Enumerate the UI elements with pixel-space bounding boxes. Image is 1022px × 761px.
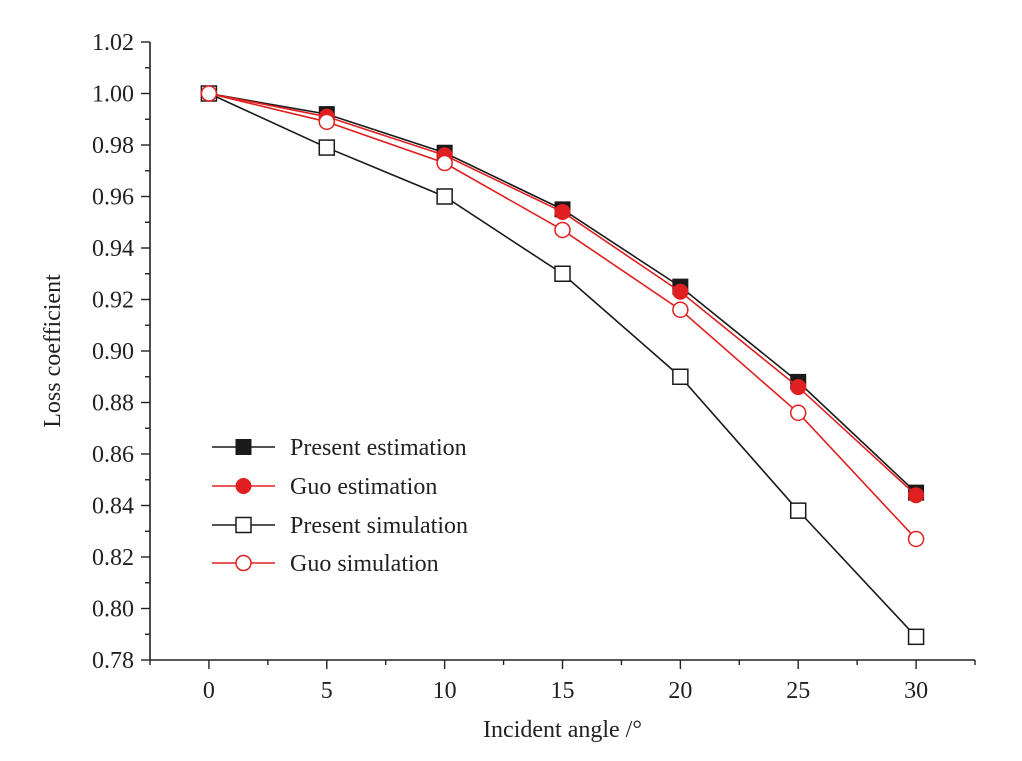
y-tick-label: 0.78 bbox=[92, 648, 134, 674]
y-tick-label: 1.02 bbox=[92, 30, 134, 56]
data-point bbox=[318, 139, 336, 156]
legend-marker bbox=[235, 516, 252, 534]
legend: Present estimation Guo estimation Present … bbox=[212, 435, 468, 577]
legend-item: Present estimation bbox=[212, 435, 467, 461]
legend-marker bbox=[235, 554, 252, 572]
legend-label: Present estimation bbox=[290, 435, 467, 461]
y-tick-label: 0.84 bbox=[92, 494, 134, 520]
x-tick-label: 25 bbox=[786, 678, 810, 704]
y-tick-label: 0.98 bbox=[92, 133, 134, 159]
data-point bbox=[436, 154, 453, 172]
legend-label: Guo simulation bbox=[290, 551, 439, 577]
series-layer bbox=[200, 85, 925, 646]
data-point bbox=[672, 368, 689, 385]
x-tick-label: 0 bbox=[203, 678, 215, 704]
legend-label: Present simulation bbox=[290, 513, 468, 539]
data-point bbox=[318, 113, 336, 131]
x-tick-label: 5 bbox=[321, 678, 333, 704]
data-point bbox=[907, 530, 925, 548]
data-point bbox=[908, 487, 925, 504]
series-line bbox=[208, 92, 917, 494]
y-axis-title: Loss coefficient bbox=[40, 274, 66, 428]
y-tick-label: 0.88 bbox=[92, 391, 134, 417]
series-line bbox=[208, 92, 917, 540]
x-tick-label: 30 bbox=[904, 678, 928, 704]
data-point bbox=[436, 188, 453, 205]
series-3 bbox=[200, 85, 925, 548]
data-point bbox=[672, 301, 689, 319]
data-point bbox=[672, 283, 689, 300]
x-tick-label: 20 bbox=[668, 678, 692, 704]
data-point bbox=[789, 502, 807, 519]
y-tick-label: 0.80 bbox=[92, 597, 134, 623]
x-tick-label: 10 bbox=[433, 678, 457, 704]
data-point bbox=[554, 221, 571, 239]
y-tick-label: 0.92 bbox=[92, 288, 134, 314]
x-axis-title: Incident angle /° bbox=[483, 717, 642, 743]
data-point bbox=[790, 379, 807, 396]
data-point bbox=[789, 404, 807, 422]
y-tick-label: 0.94 bbox=[92, 236, 134, 262]
legend-marker bbox=[235, 439, 252, 455]
y-tick-label: 0.90 bbox=[92, 339, 134, 365]
y-tick-label: 0.82 bbox=[92, 545, 134, 571]
y-tick-label: 0.96 bbox=[92, 185, 134, 211]
legend-item: Present simulation bbox=[212, 513, 468, 539]
data-point bbox=[200, 85, 218, 102]
x-tick-label: 15 bbox=[551, 678, 575, 704]
y-tick-label: 0.86 bbox=[92, 442, 134, 468]
legend-label: Guo estimation bbox=[290, 474, 437, 500]
data-point bbox=[907, 628, 925, 646]
legend-item: Guo simulation bbox=[212, 551, 439, 577]
legend-marker bbox=[235, 478, 252, 494]
y-tick-label: 1.00 bbox=[92, 82, 134, 108]
data-point bbox=[554, 203, 571, 220]
axes: 0.78 0.80 0.82 0.84 0.86 0.88 0.90 0.92 0.94 0.96… bbox=[92, 30, 976, 704]
legend-item: Guo estimation bbox=[212, 474, 437, 500]
data-point bbox=[554, 265, 571, 282]
